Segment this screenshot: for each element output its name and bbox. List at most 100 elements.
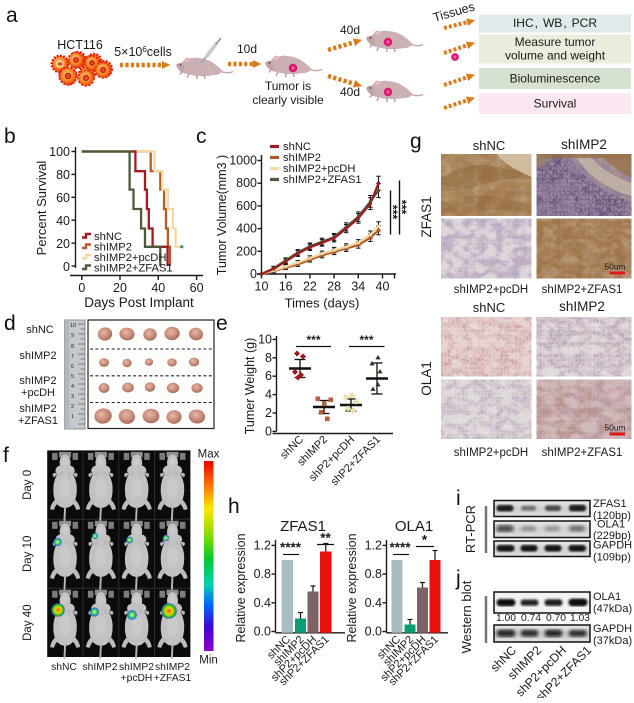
svg-text:g: g bbox=[410, 130, 422, 153]
svg-text:shIMP2+pcDH: shIMP2+pcDH bbox=[454, 284, 528, 296]
svg-text:Relative expression: Relative expression bbox=[345, 533, 359, 642]
svg-text:1.03: 1.03 bbox=[570, 613, 590, 624]
svg-text:***: *** bbox=[359, 333, 373, 347]
svg-text:shNC: shNC bbox=[26, 324, 54, 336]
svg-text:OLA1: OLA1 bbox=[419, 361, 434, 396]
svg-text:2: 2 bbox=[71, 404, 74, 410]
svg-text:f: f bbox=[3, 444, 9, 467]
svg-text:Times (days): Times (days) bbox=[285, 296, 360, 311]
svg-text:c: c bbox=[196, 125, 207, 148]
svg-text:j: j bbox=[455, 567, 461, 590]
svg-text:7: 7 bbox=[71, 354, 74, 360]
svg-text:IHC,WB,PCR: IHC, WB, PCR bbox=[513, 16, 597, 30]
svg-text:+ZFAS1: +ZFAS1 bbox=[18, 415, 58, 427]
svg-text:22: 22 bbox=[303, 280, 317, 294]
svg-text:6: 6 bbox=[265, 369, 272, 383]
svg-text:4: 4 bbox=[265, 388, 272, 402]
svg-text:(109bp): (109bp) bbox=[593, 552, 631, 564]
svg-text:**: ** bbox=[320, 531, 331, 546]
svg-text:shIMP2: shIMP2 bbox=[83, 662, 118, 673]
svg-text:GAPDH: GAPDH bbox=[593, 540, 632, 552]
svg-text:10: 10 bbox=[70, 323, 76, 329]
svg-text:600: 600 bbox=[236, 199, 257, 213]
svg-text:50um: 50um bbox=[604, 423, 625, 433]
svg-text:shIMP2+pcDH: shIMP2+pcDH bbox=[454, 447, 528, 459]
svg-text:0.8: 0.8 bbox=[254, 567, 271, 581]
svg-text:6: 6 bbox=[71, 364, 74, 370]
svg-text:Relative expression: Relative expression bbox=[234, 533, 248, 642]
svg-text:10: 10 bbox=[258, 332, 272, 346]
svg-text:20: 20 bbox=[113, 281, 127, 295]
svg-text:volume and weight: volume and weight bbox=[505, 49, 606, 63]
svg-text:(37kDa): (37kDa) bbox=[593, 635, 632, 647]
svg-text:60: 60 bbox=[190, 281, 204, 295]
svg-text:0.4: 0.4 bbox=[365, 596, 382, 610]
svg-text:80: 80 bbox=[56, 168, 70, 182]
svg-text:0: 0 bbox=[265, 424, 272, 438]
svg-text:40: 40 bbox=[56, 214, 70, 228]
svg-text:clearly visible: clearly visible bbox=[252, 93, 324, 107]
svg-text:i: i bbox=[456, 487, 461, 510]
svg-text:Tumer Weight (g): Tumer Weight (g) bbox=[243, 338, 257, 435]
svg-text:5: 5 bbox=[71, 374, 74, 380]
svg-text:shNC: shNC bbox=[473, 300, 506, 315]
svg-text:10: 10 bbox=[255, 280, 269, 294]
svg-text:9: 9 bbox=[71, 333, 74, 339]
svg-text:***: *** bbox=[306, 333, 320, 347]
svg-text:OLA1: OLA1 bbox=[597, 519, 625, 531]
svg-text:20: 20 bbox=[56, 237, 70, 251]
svg-text:OLA1: OLA1 bbox=[395, 518, 433, 535]
svg-text:+pcDH: +pcDH bbox=[21, 387, 55, 399]
svg-text:ZFAS1: ZFAS1 bbox=[593, 498, 627, 510]
svg-text:100: 100 bbox=[49, 145, 70, 159]
svg-text:shIMP2: shIMP2 bbox=[119, 662, 154, 673]
svg-text:****: **** bbox=[389, 540, 411, 555]
svg-text:shIMP2: shIMP2 bbox=[19, 375, 56, 387]
svg-text:shIMP2+pcDH: shIMP2+pcDH bbox=[94, 252, 166, 264]
svg-text:34: 34 bbox=[351, 280, 365, 294]
svg-text:(229bp): (229bp) bbox=[593, 530, 631, 542]
svg-text:0.4: 0.4 bbox=[254, 596, 271, 610]
svg-text:10d: 10d bbox=[237, 42, 257, 56]
svg-text:0: 0 bbox=[78, 281, 85, 295]
svg-text:Tumor Volume(mm3 ): Tumor Volume(mm3 ) bbox=[215, 155, 229, 275]
svg-text:4: 4 bbox=[71, 384, 74, 390]
svg-text:0.74: 0.74 bbox=[521, 613, 541, 624]
svg-text:0.70: 0.70 bbox=[546, 613, 566, 624]
svg-text:Day 10: Day 10 bbox=[22, 536, 34, 572]
svg-text:40d: 40d bbox=[340, 85, 360, 99]
svg-text:***: *** bbox=[386, 205, 400, 220]
svg-text:shIMP2+ZFAS1: shIMP2+ZFAS1 bbox=[94, 263, 173, 275]
svg-text:shIMP2: shIMP2 bbox=[94, 242, 132, 254]
svg-text:8: 8 bbox=[265, 351, 272, 365]
svg-text:1000: 1000 bbox=[229, 154, 257, 168]
svg-text:2: 2 bbox=[265, 406, 272, 420]
svg-text:8: 8 bbox=[71, 344, 74, 350]
svg-text:Day 0: Day 0 bbox=[22, 470, 34, 500]
svg-text:Days Post Implant: Days Post Implant bbox=[84, 295, 194, 310]
svg-text:b: b bbox=[4, 125, 16, 148]
svg-text:1: 1 bbox=[71, 414, 74, 420]
svg-text:***: *** bbox=[395, 200, 409, 215]
svg-text:a: a bbox=[6, 4, 18, 27]
svg-text:shIMP2: shIMP2 bbox=[561, 137, 607, 152]
svg-text:shIMP2: shIMP2 bbox=[283, 152, 321, 164]
svg-text:60: 60 bbox=[56, 191, 70, 205]
svg-text:+pcDH: +pcDH bbox=[121, 673, 153, 684]
svg-text:1.2: 1.2 bbox=[365, 538, 382, 552]
svg-text:Tumor is: Tumor is bbox=[265, 79, 311, 93]
svg-text:shNC: shNC bbox=[473, 138, 506, 153]
svg-text:50um: 50um bbox=[604, 262, 625, 272]
svg-text:shNC: shNC bbox=[94, 231, 122, 243]
svg-text:shIMP2: shIMP2 bbox=[559, 299, 605, 314]
svg-text:Day 40: Day 40 bbox=[22, 604, 34, 640]
svg-text:5×106cells: 5×106cells bbox=[114, 45, 172, 59]
svg-text:shIMP2+ZFAS1: shIMP2+ZFAS1 bbox=[542, 284, 623, 296]
svg-text:ZFAS1: ZFAS1 bbox=[419, 196, 434, 237]
svg-text:40d: 40d bbox=[340, 23, 360, 37]
svg-text:GAPDH: GAPDH bbox=[593, 623, 632, 635]
svg-text:Percent Survival: Percent Survival bbox=[34, 161, 49, 256]
svg-text:(120bp): (120bp) bbox=[593, 510, 631, 522]
svg-text:Survival: Survival bbox=[534, 97, 577, 111]
svg-text:*: * bbox=[422, 533, 428, 548]
